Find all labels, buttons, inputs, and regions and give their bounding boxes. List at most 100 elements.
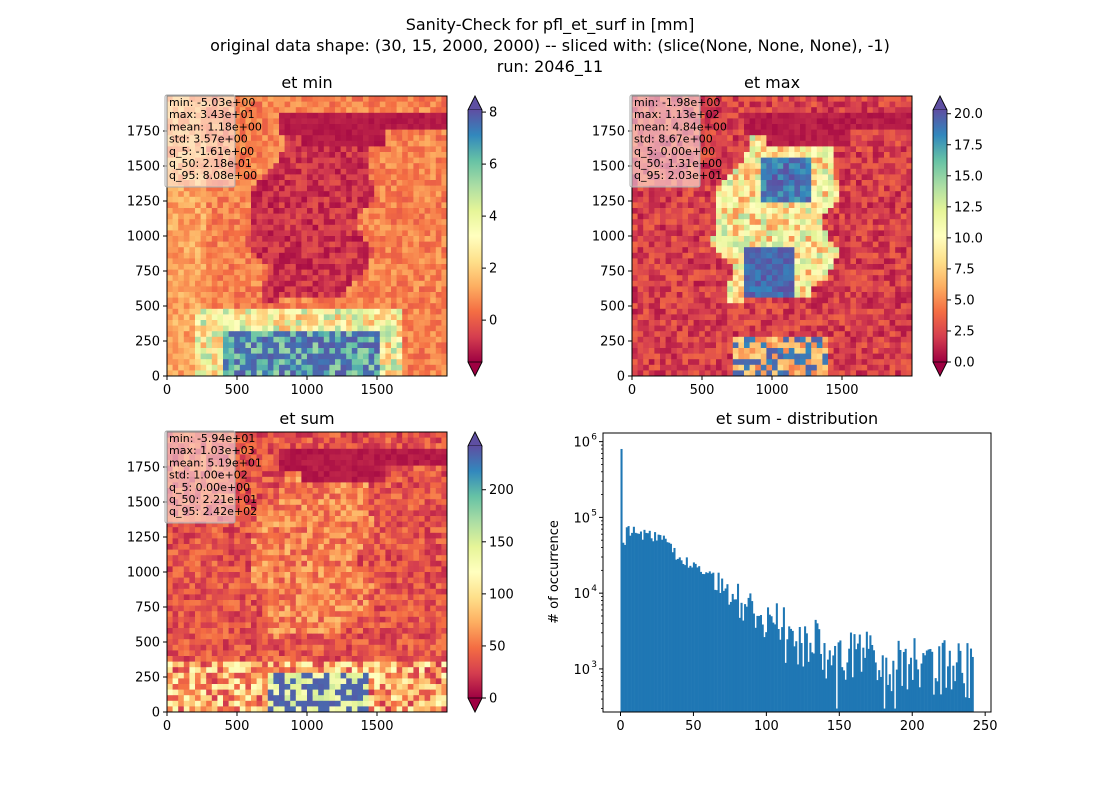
heatmap-cell bbox=[312, 325, 319, 332]
heatmap-cell bbox=[441, 107, 448, 114]
heatmap-cell bbox=[850, 264, 857, 270]
heatmap-cell bbox=[721, 353, 728, 360]
heatmap-cell bbox=[844, 163, 851, 170]
heatmap-cell bbox=[307, 107, 313, 114]
heatmap-cell bbox=[211, 230, 218, 237]
heatmap-cell bbox=[402, 101, 409, 108]
heatmap-cell bbox=[643, 264, 650, 270]
heatmap-cell bbox=[895, 342, 902, 349]
heatmap-cell bbox=[693, 208, 700, 214]
heatmap-cell bbox=[262, 191, 269, 198]
heatmap-cell bbox=[273, 168, 280, 175]
heatmap-cell bbox=[665, 258, 672, 265]
heatmap-cell bbox=[374, 135, 381, 142]
heatmap-cell bbox=[828, 152, 834, 158]
heatmap-cell bbox=[828, 241, 834, 248]
heatmap-cell bbox=[419, 224, 425, 231]
heatmap-cell bbox=[267, 269, 274, 276]
heatmap-cell bbox=[195, 247, 201, 254]
heatmap-cell bbox=[688, 280, 694, 287]
heatmap-cell bbox=[340, 107, 347, 114]
heatmap-cell bbox=[788, 247, 795, 254]
heatmap-cell bbox=[419, 297, 425, 304]
axes-title-et-max: et max bbox=[744, 73, 800, 92]
heatmap-cell bbox=[856, 236, 862, 242]
heatmap-cell bbox=[318, 286, 325, 293]
heatmap-cell bbox=[699, 96, 706, 102]
heatmap-cell bbox=[721, 308, 728, 315]
heatmap-cell bbox=[889, 191, 896, 198]
heatmap-cell bbox=[688, 247, 694, 254]
heatmap-cell bbox=[424, 224, 431, 231]
heatmap-cell bbox=[833, 258, 840, 265]
heatmap-cell bbox=[312, 196, 319, 203]
heatmap-cell bbox=[256, 135, 263, 142]
heatmap-cell bbox=[755, 252, 762, 259]
heatmap-cell bbox=[833, 157, 840, 164]
heatmap-cell bbox=[329, 325, 336, 332]
heatmap-cell bbox=[749, 107, 756, 114]
heatmap-cell bbox=[632, 331, 638, 338]
heatmap-cell bbox=[351, 336, 358, 343]
heatmap-cell bbox=[419, 168, 425, 175]
heatmap-cell bbox=[346, 252, 353, 259]
heatmap-cell bbox=[783, 252, 790, 259]
heatmap-cell bbox=[755, 191, 762, 198]
heatmap-cell bbox=[867, 101, 874, 108]
heatmap-cell bbox=[861, 208, 868, 214]
heatmap-cell bbox=[424, 336, 431, 343]
heatmap-cell bbox=[183, 342, 190, 349]
heatmap-cell bbox=[413, 146, 420, 153]
heatmap-cell bbox=[279, 320, 285, 326]
heatmap-cell bbox=[239, 269, 246, 276]
heatmap-cell bbox=[335, 208, 341, 214]
heatmap-cell bbox=[721, 269, 728, 276]
heatmap-cell bbox=[295, 230, 302, 237]
heatmap-cell bbox=[167, 236, 173, 242]
heatmap-cell bbox=[435, 224, 442, 231]
heatmap-cell bbox=[828, 303, 834, 310]
heatmap-cell bbox=[217, 314, 224, 321]
heatmap-cell bbox=[363, 331, 369, 338]
heatmap-cell bbox=[251, 124, 257, 130]
heatmap-cell bbox=[295, 236, 302, 242]
heatmap-cell bbox=[783, 157, 790, 164]
heatmap-cell bbox=[234, 342, 241, 349]
heatmap-cell bbox=[435, 185, 442, 192]
heatmap-cell bbox=[234, 185, 241, 192]
heatmap-cell bbox=[828, 342, 834, 349]
heatmap-cell bbox=[340, 213, 347, 220]
heatmap-cell bbox=[744, 180, 750, 186]
heatmap-cell bbox=[239, 247, 246, 254]
heatmap-cell bbox=[211, 370, 218, 377]
heatmap-cell bbox=[239, 308, 246, 315]
heatmap-cell bbox=[772, 129, 778, 136]
heatmap-cell bbox=[267, 96, 274, 102]
heatmap-cell bbox=[794, 275, 801, 282]
heatmap-cell bbox=[239, 336, 246, 343]
heatmap-cell bbox=[290, 252, 297, 259]
heatmap-cell bbox=[228, 292, 235, 298]
heatmap-cell bbox=[699, 269, 706, 276]
heatmap-cell bbox=[794, 135, 801, 142]
heatmap-cell bbox=[368, 353, 375, 360]
heatmap-cell bbox=[632, 252, 638, 259]
heatmap-cell bbox=[430, 247, 437, 254]
heatmap-cell bbox=[772, 364, 778, 371]
colorbar-tick-label: 6 bbox=[489, 158, 497, 173]
heatmap-cell bbox=[279, 185, 285, 192]
stat-line: q_95: 8.08e+00 bbox=[169, 169, 257, 182]
heatmap-cell bbox=[335, 348, 341, 354]
heatmap-cell bbox=[424, 236, 431, 242]
heatmap-cell bbox=[895, 269, 902, 276]
heatmap-cell bbox=[351, 314, 358, 321]
heatmap-cell bbox=[435, 264, 442, 270]
heatmap-cell bbox=[654, 280, 661, 287]
heatmap-cell bbox=[643, 224, 650, 231]
heatmap-cell bbox=[346, 303, 353, 310]
heatmap-cell bbox=[262, 140, 269, 147]
heatmap-cell bbox=[273, 370, 280, 377]
heatmap-cell bbox=[805, 308, 812, 315]
heatmap-cell bbox=[805, 247, 812, 254]
heatmap-cell bbox=[704, 297, 711, 304]
